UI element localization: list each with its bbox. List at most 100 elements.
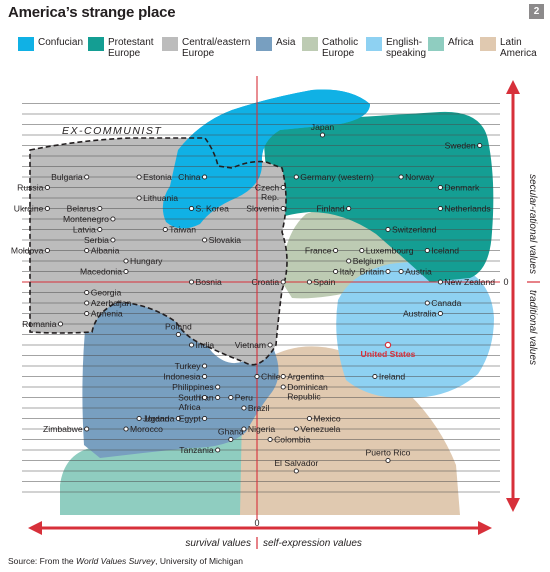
point-marker xyxy=(241,426,247,432)
point-label: United States xyxy=(361,349,416,359)
point-label: China xyxy=(178,172,201,182)
point-label: Ireland xyxy=(379,372,405,382)
legend-label: Africa xyxy=(448,37,474,48)
point-label: Bulgaria xyxy=(51,172,83,182)
legend-swatch xyxy=(18,37,34,51)
point-macedonia: Macedonia xyxy=(80,267,129,277)
point-marker xyxy=(424,300,430,306)
point-label: Philippines xyxy=(172,382,214,392)
point-taiwan: Taiwan xyxy=(162,225,196,235)
point-marker xyxy=(385,226,391,233)
point-label: Azerbaijan xyxy=(91,298,132,308)
point-australia: Australia xyxy=(403,309,443,319)
point-marker xyxy=(228,394,234,401)
point-marker xyxy=(175,415,181,422)
legend-swatch xyxy=(428,37,444,51)
point-label: Serbia xyxy=(84,235,109,245)
point-romania: Romania xyxy=(22,319,64,329)
point-marker xyxy=(437,279,443,285)
point-marker xyxy=(188,205,195,212)
point-italy: Italy xyxy=(333,267,356,277)
point-label: Luxembourg xyxy=(366,246,414,256)
point-label: Zimbabwe xyxy=(43,424,83,434)
legend-label: English-speaking xyxy=(386,37,427,59)
point-label: Morocco xyxy=(130,424,163,434)
point-marker xyxy=(44,247,50,254)
point-label: Venezuela xyxy=(300,424,340,434)
x-label-left: survival values xyxy=(185,538,251,549)
point-marker xyxy=(385,457,391,464)
point-austria: Austria xyxy=(398,267,432,277)
point-turkey: Turkey xyxy=(175,361,208,371)
point-marker xyxy=(280,384,286,390)
point-label: Albania xyxy=(91,246,120,256)
point-marker xyxy=(280,184,286,191)
point-label: Finland xyxy=(317,204,345,214)
point-france: France xyxy=(305,246,339,256)
y-arrowhead-up xyxy=(506,80,520,94)
point-marker xyxy=(437,205,443,212)
point-norway: Norway xyxy=(398,172,435,182)
point-label: Czech Rep. xyxy=(255,183,280,203)
point-ukraine: Ukraine xyxy=(14,204,50,214)
point-marker xyxy=(123,258,129,264)
point-finland: Finland xyxy=(317,204,352,214)
point-marker xyxy=(254,373,260,380)
point-vietnam: Vietnam xyxy=(235,340,273,350)
point-label: New Zealand xyxy=(444,277,495,287)
x-arrowhead-right xyxy=(478,521,492,535)
legend: Confucian Protestant Europe Central/eastern… xyxy=(0,36,550,70)
point-label: Estonia xyxy=(143,172,172,182)
zone-asia xyxy=(82,284,279,458)
point-label: Argentina xyxy=(287,372,324,382)
point-label: Puerto Rico xyxy=(366,448,411,458)
point-denmark: Denmark xyxy=(437,183,480,193)
axes xyxy=(22,76,520,535)
point-label: Turkey xyxy=(175,361,202,371)
point-tanzania: Tanzania xyxy=(179,445,221,455)
point-marker xyxy=(84,174,90,180)
point-marker xyxy=(84,300,90,306)
point-marker xyxy=(267,342,273,348)
point-marker xyxy=(306,415,312,422)
point-chile: Chile xyxy=(254,372,281,382)
point-argentina: Argentina xyxy=(280,372,324,382)
point-marker xyxy=(293,426,299,432)
point-marker xyxy=(97,205,103,212)
point-marker xyxy=(346,205,352,212)
point-marker xyxy=(333,268,339,275)
point-label: Netherlands xyxy=(444,204,490,214)
point-belarus: Belarus xyxy=(67,204,103,214)
point-lithuania: Lithuania xyxy=(136,193,178,203)
point-marker xyxy=(57,321,64,327)
point-marker xyxy=(44,205,50,212)
point-label: Latvia xyxy=(73,225,96,235)
point-marker xyxy=(175,331,181,338)
point-label: Peru xyxy=(235,393,253,403)
point-label: S. Korea xyxy=(196,204,230,214)
x-arrowhead-left xyxy=(28,521,42,535)
point-marker xyxy=(437,310,443,317)
point-colombia: Colombia xyxy=(267,435,311,445)
point-peru: Peru xyxy=(228,393,253,403)
point-russia: Russia xyxy=(17,183,50,193)
point-el-salvador: El Salvador xyxy=(274,458,318,474)
point-marker xyxy=(267,436,273,443)
point-marker xyxy=(319,132,326,138)
point-label: Vietnam xyxy=(235,340,266,350)
point-label: Egypt xyxy=(179,414,202,424)
x-zero-label: 0 xyxy=(254,518,259,528)
point-label: Croatia xyxy=(251,277,279,287)
data-points: Japan Sweden Russia Bulgaria Estonia China Ger… xyxy=(11,122,495,474)
legend-swatch xyxy=(366,37,382,51)
point-label: Slovenia xyxy=(246,204,279,214)
point-marker xyxy=(202,363,208,369)
point-label: Ukraine xyxy=(14,204,44,214)
point-label: Britain xyxy=(360,267,385,277)
y-label-top: secular-rational values xyxy=(527,174,538,274)
source-suffix: , University of Michigan xyxy=(155,556,243,566)
point-jordan: Jordan xyxy=(136,414,170,424)
point-label: Iceland xyxy=(431,246,459,256)
point-marker xyxy=(241,405,247,411)
